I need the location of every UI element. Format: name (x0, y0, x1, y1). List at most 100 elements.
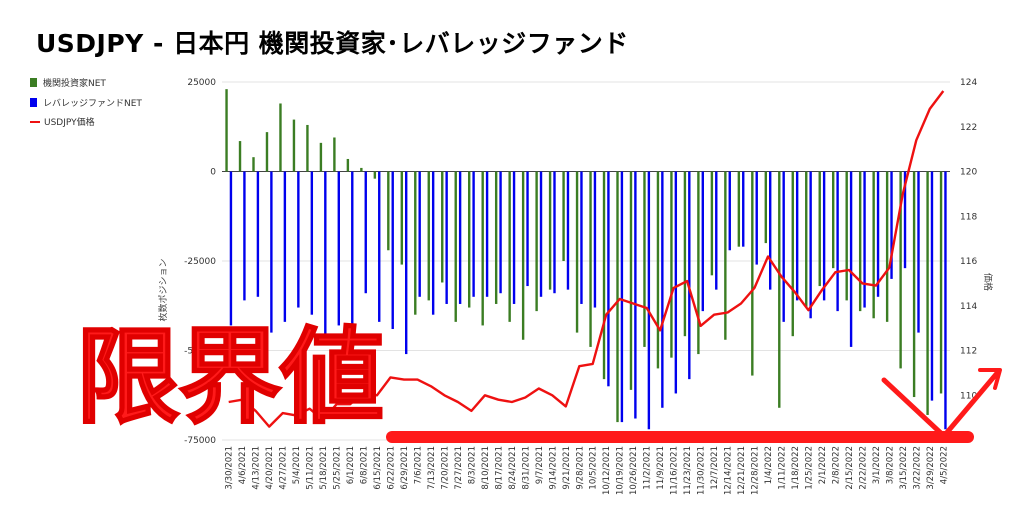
x-tick-label: 11/2/2021 (643, 446, 653, 490)
bar (647, 171, 651, 430)
bar (701, 171, 704, 312)
bar (494, 171, 498, 304)
bar (405, 171, 408, 355)
bar (903, 171, 907, 269)
bar (508, 171, 511, 322)
legend-swatch-leveraged (30, 98, 37, 107)
x-tick-label: 5/11/2021 (306, 446, 316, 490)
bar (472, 171, 475, 297)
x-tick-label: 6/29/2021 (400, 446, 410, 490)
bar (566, 171, 570, 290)
bar (454, 171, 457, 322)
x-tick-label: 11/23/2021 (683, 446, 693, 495)
x-tick-label: 3/30/2021 (225, 446, 235, 490)
bar (939, 171, 943, 394)
bar (809, 171, 812, 319)
bar (728, 171, 731, 251)
y2-tick-label: 122 (960, 123, 977, 133)
bar (319, 142, 323, 172)
bar (351, 171, 354, 330)
bar (944, 171, 947, 430)
chart-title: USDJPY - 日本円 機関投資家･レバレッジファンド (36, 29, 629, 58)
bar (607, 171, 610, 387)
bar (499, 171, 502, 294)
bar (926, 171, 929, 415)
bar (553, 171, 556, 294)
bar (387, 171, 390, 251)
legend-line-usdjpy (30, 121, 40, 123)
bar (917, 171, 920, 333)
x-tick-label: 12/21/2021 (737, 446, 747, 495)
x-tick-label: 1/25/2022 (804, 446, 814, 490)
x-tick-label: 2/8/2022 (831, 446, 841, 484)
bar (593, 171, 597, 308)
bar (526, 171, 529, 287)
x-tick-label: 9/21/2021 (562, 446, 572, 490)
bar (373, 171, 377, 179)
bar (912, 171, 916, 398)
x-tick-label: 6/1/2021 (346, 446, 356, 484)
bar (458, 171, 462, 304)
bar (863, 171, 866, 308)
bar (872, 171, 875, 319)
x-tick-label: 2/22/2022 (858, 446, 868, 490)
bar (616, 171, 619, 423)
x-tick-label: 8/17/2021 (494, 446, 504, 490)
y-tick-label: -25000 (184, 257, 216, 267)
y2-tick-label: 110 (960, 391, 977, 401)
y2-axis-label: 価格 (982, 273, 994, 291)
bar (849, 171, 853, 347)
x-tick-label: 6/8/2021 (360, 446, 370, 484)
x-tick-label: 3/22/2022 (912, 446, 922, 490)
x-tick-label: 3/1/2022 (872, 446, 882, 484)
x-tick-label: 6/22/2021 (387, 446, 397, 490)
y-axis-label: 枚数ポジション (157, 258, 169, 321)
x-tick-label: 1/11/2022 (777, 446, 787, 490)
legend-item-usdjpy: USDJPY価格 (30, 115, 95, 128)
bar (890, 171, 893, 279)
bar (337, 171, 340, 326)
bar (688, 171, 691, 380)
y-tick-label: 25000 (187, 78, 216, 88)
left-axis-ticks: 25000 0 -25000 -50000 -75000 (184, 78, 216, 446)
bar (656, 171, 660, 369)
x-tick-label: 9/28/2021 (575, 446, 585, 490)
x-tick-label: 8/10/2021 (481, 446, 491, 490)
y-tick-label: -75000 (184, 436, 216, 446)
bar (485, 171, 489, 297)
x-tick-label: 11/16/2021 (670, 446, 680, 495)
arrowhead-stroke (978, 368, 1002, 390)
bar (548, 171, 552, 290)
bar (279, 103, 282, 172)
bar (782, 171, 785, 322)
bar (468, 171, 471, 308)
legend-label-institutional: 機関投資家NET (43, 79, 106, 89)
x-tick-label: 1/4/2022 (764, 446, 774, 484)
bar (710, 171, 714, 276)
bar (661, 171, 664, 408)
bar (225, 89, 228, 172)
bar (822, 171, 826, 301)
y2-tick-label: 114 (960, 302, 977, 312)
bar (346, 158, 350, 172)
x-tick-label: 11/30/2021 (697, 446, 707, 495)
x-tick-label: 8/31/2021 (521, 446, 531, 490)
bar (539, 171, 543, 297)
bar (818, 171, 821, 287)
bar (378, 171, 381, 322)
bar (620, 171, 624, 423)
bar (229, 171, 233, 326)
bar (737, 171, 741, 247)
y-tick-label: 0 (210, 168, 216, 178)
x-tick-label: 4/20/2021 (265, 446, 275, 490)
x-tick-label: 4/5/2022 (939, 446, 949, 484)
bar (589, 171, 592, 347)
annotation-strokes (386, 368, 1002, 443)
x-tick-label: 12/14/2021 (724, 446, 734, 495)
bar (769, 171, 772, 290)
x-tick-label: 11/9/2021 (656, 446, 666, 490)
overlay-label: 限界値 (75, 316, 385, 438)
bar (562, 171, 565, 261)
